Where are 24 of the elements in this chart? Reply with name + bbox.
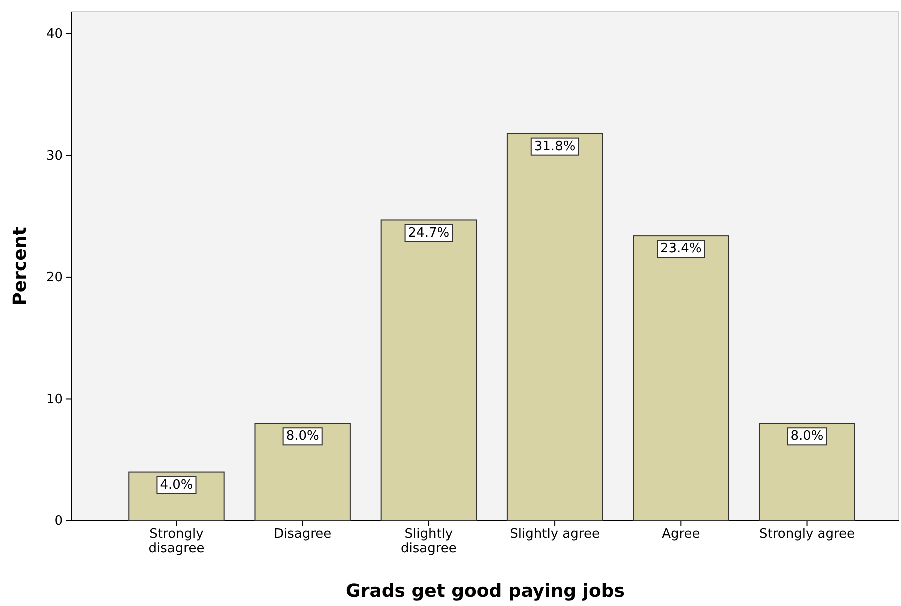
x-tick-label: Strongly agree <box>759 527 856 542</box>
bar <box>254 423 351 522</box>
bar <box>506 133 604 522</box>
x-tick-label: Slightly disagree <box>400 527 457 557</box>
data-label: 23.4% <box>660 242 702 257</box>
data-label: 24.7% <box>408 226 450 241</box>
x-tick-label: Disagree <box>274 527 332 542</box>
y-tick-label: 40 <box>46 27 63 42</box>
bar <box>759 423 856 522</box>
y-tick-label: 10 <box>46 392 63 408</box>
y-tick-label: 30 <box>46 148 63 164</box>
bar <box>633 236 730 522</box>
x-tick-label: Agree <box>662 527 700 542</box>
y-axis-title: Percent <box>10 226 31 306</box>
bar <box>380 220 478 522</box>
data-label: 8.0% <box>286 429 320 444</box>
y-tick-label: 20 <box>46 270 63 286</box>
data-label: 4.0% <box>160 478 194 493</box>
data-label: 8.0% <box>790 429 824 444</box>
x-tick-label: Slightly agree <box>510 527 600 542</box>
x-tick-label: Strongly disagree <box>148 527 205 557</box>
x-axis-title: Grads get good paying jobs <box>346 581 625 602</box>
y-tick-label: 0 <box>54 514 63 530</box>
data-label: 31.8% <box>534 139 576 154</box>
